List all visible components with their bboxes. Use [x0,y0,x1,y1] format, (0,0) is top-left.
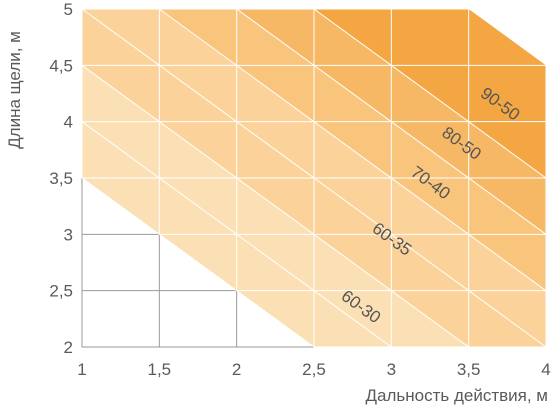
y-tick-label: 3,5 [49,169,73,188]
y-tick-label: 2 [64,338,73,357]
y-tick-label: 2,5 [49,282,73,301]
x-tick-label: 1 [77,360,86,379]
x-tick-label: 3,5 [457,360,481,379]
y-tick-label: 4 [64,113,73,132]
corner-blank [468,9,546,66]
band-separator [81,8,547,348]
band-separator [81,177,315,348]
band-separator [81,64,469,348]
y-axis-ticks: 2 2,5 3 3,5 4 4,5 5 [49,0,73,357]
band-separator [236,8,547,235]
x-tick-label: 3 [387,360,396,379]
y-tick-label: 5 [64,0,73,19]
x-tick-label: 2 [232,360,241,379]
y-tick-label: 3 [64,225,73,244]
x-tick-label: 2,5 [302,360,326,379]
chart-grid [81,8,547,348]
band-separator [81,121,392,348]
y-axis-title: Длина щели, м [5,31,24,149]
x-axis-title: Дальность действия, м [366,386,548,405]
band-separator [159,8,547,292]
y-tick-label: 4,5 [49,56,73,75]
x-tick-label: 4 [541,360,550,379]
band-separator [313,8,547,179]
x-axis-ticks: 1 1,5 2 2,5 3 3,5 4 [77,360,550,379]
x-tick-label: 1,5 [148,360,172,379]
